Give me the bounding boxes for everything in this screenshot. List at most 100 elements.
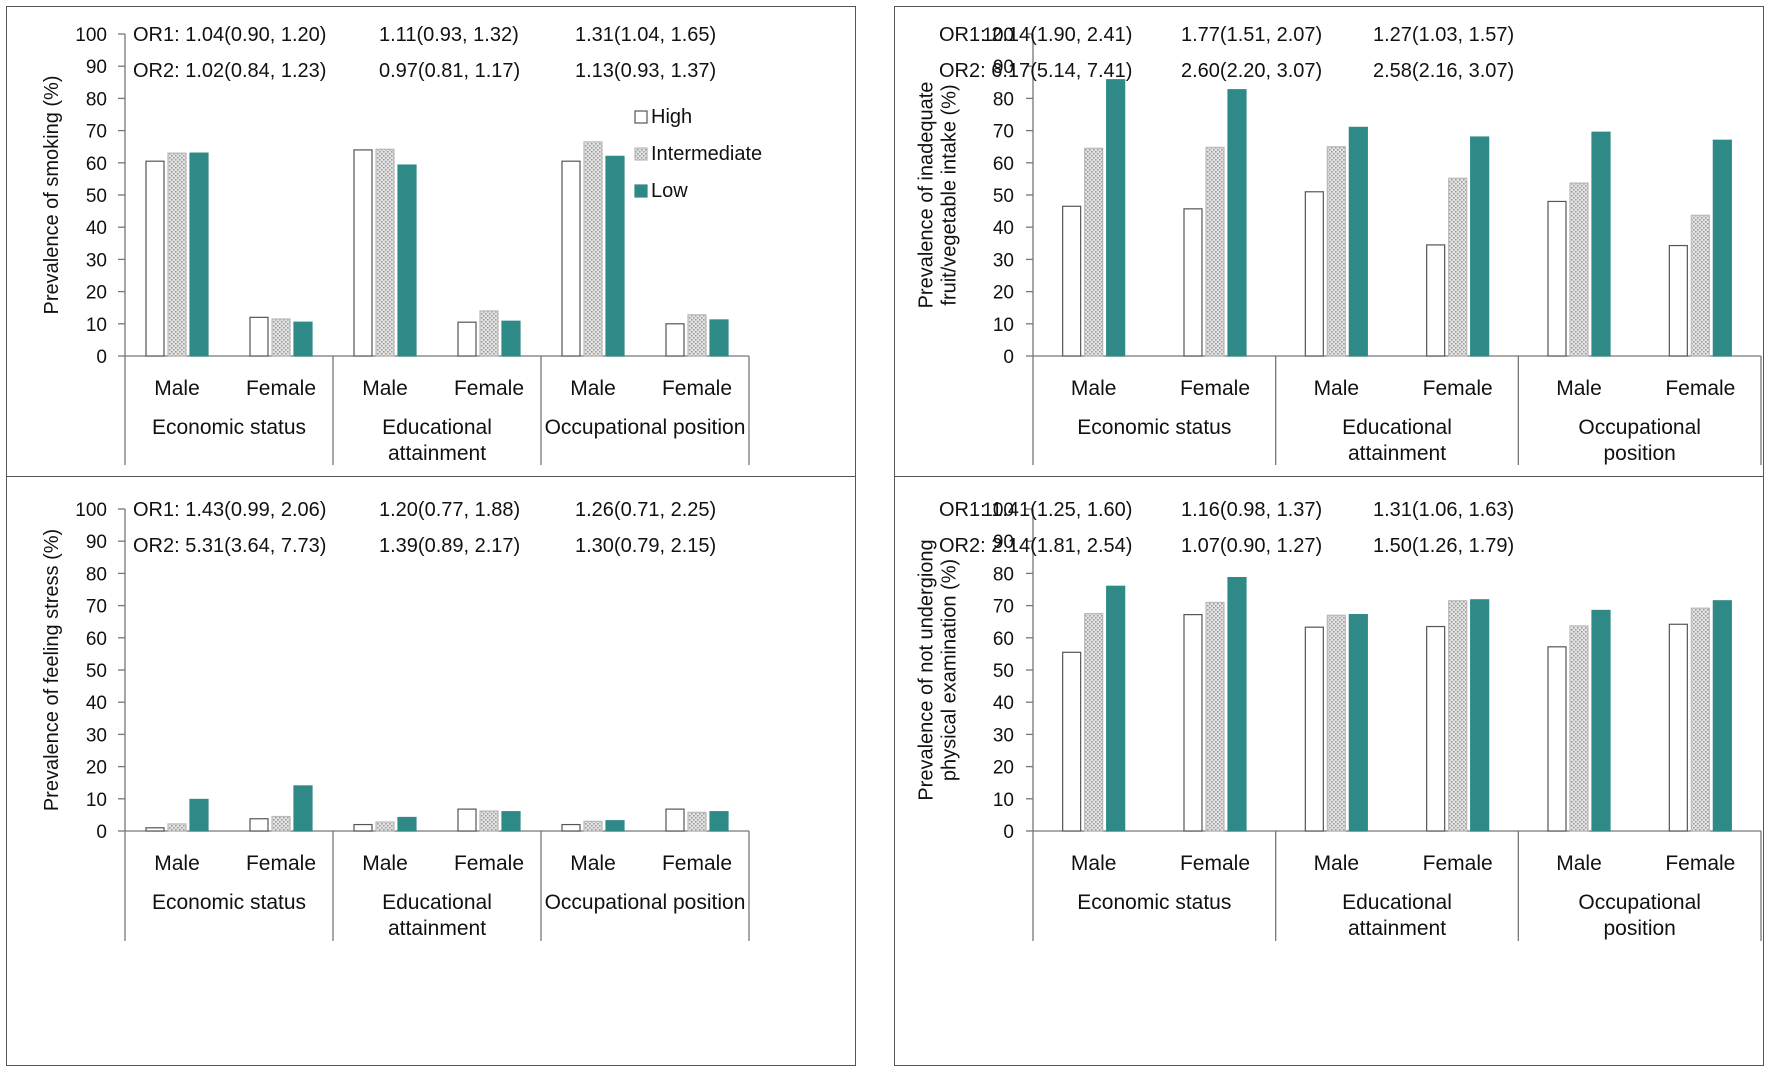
bar-low-male xyxy=(605,155,625,357)
category-label: Male xyxy=(362,377,408,400)
bar-intermediate-male xyxy=(1326,146,1346,357)
y-tick-label: 30 xyxy=(86,250,107,271)
category-label: Female xyxy=(1423,852,1493,875)
chart-panel-stress: 0 10 20 30 40 50 60 70 80 90 100 Prevalence of feel… xyxy=(6,476,856,1066)
category-label: Male xyxy=(1556,852,1602,875)
fruit-vegetable-intake-chart: 0 10 20 30 40 50 60 70 80 90 100 Prevalence of inad… xyxy=(916,24,1762,465)
bar-low-female xyxy=(501,320,521,357)
or2-annotation: 2.60(2.20, 3.07) xyxy=(1181,60,1322,82)
y-tick-label: 100 xyxy=(75,25,107,46)
group-label: Economic status xyxy=(1077,891,1231,914)
y-tick-label: 60 xyxy=(86,154,107,175)
y-axis-label: Prevalence of feeling stress (%) xyxy=(41,529,63,811)
y-tick-label: 50 xyxy=(993,661,1014,682)
y-axis-label: Prevalence of inadequate xyxy=(916,82,938,309)
bar-low-female xyxy=(709,811,729,832)
category-label: Male xyxy=(570,377,616,400)
or2-annotation: 1.30(0.79, 2.15) xyxy=(575,535,716,557)
bar-high-male xyxy=(353,823,373,832)
bar-low-male xyxy=(397,164,417,357)
or1-annotation: OR1: 1.41(1.25, 1.60) xyxy=(939,499,1132,521)
group-label: Occupational xyxy=(1578,891,1701,914)
y-tick-label: 20 xyxy=(86,758,107,779)
category-label: Female xyxy=(662,377,732,400)
y-tick-label: 30 xyxy=(993,725,1014,746)
legend-swatch-high xyxy=(634,110,648,124)
bar-low-male xyxy=(1348,126,1368,357)
bar-intermediate-female xyxy=(1205,601,1225,832)
bar-intermediate-female xyxy=(1448,177,1468,357)
y-tick-label: 30 xyxy=(86,725,107,746)
group-label: position xyxy=(1603,442,1675,465)
bar-low-male xyxy=(605,820,625,832)
y-tick-label: 10 xyxy=(86,315,107,336)
y-tick-label: 100 xyxy=(982,25,1014,46)
bar-intermediate-female xyxy=(479,310,499,357)
chart-panel-smoking: 0 10 20 30 40 50 60 70 80 90 100 Prevalence of smok… xyxy=(6,6,856,530)
y-tick-label: 90 xyxy=(86,532,107,553)
bar-low-female xyxy=(293,321,313,357)
bar-intermediate-male xyxy=(1569,625,1589,832)
y-tick-label: 70 xyxy=(86,597,107,618)
y-tick-label: 40 xyxy=(993,218,1014,239)
bar-low-female xyxy=(501,811,521,832)
bar-high-male xyxy=(1304,191,1324,357)
bar-intermediate-female xyxy=(687,314,707,357)
bar-low-female xyxy=(709,319,729,357)
group-label: attainment xyxy=(1348,442,1446,465)
legend-swatch-intermediate xyxy=(634,147,648,161)
y-tick-label: 0 xyxy=(1003,822,1014,843)
bar-low-female xyxy=(1470,599,1490,832)
bar-intermediate-female xyxy=(687,811,707,832)
bar-high-female xyxy=(1183,208,1203,357)
bar-high-male xyxy=(1304,626,1324,832)
y-tick-label: 20 xyxy=(993,758,1014,779)
category-label: Female xyxy=(1423,377,1493,400)
legend-label-low: Low xyxy=(651,180,688,202)
group-label: Economic status xyxy=(1077,416,1231,439)
y-tick-label: 0 xyxy=(96,347,107,368)
or1-annotation: OR1: 1.04(0.90, 1.20) xyxy=(133,24,326,46)
category-label: Male xyxy=(154,377,200,400)
y-tick-label: 80 xyxy=(86,564,107,585)
bar-intermediate-female xyxy=(1690,607,1710,832)
bar-low-male xyxy=(397,816,417,832)
category-label: Male xyxy=(570,852,616,875)
category-label: Male xyxy=(362,852,408,875)
or1-annotation: OR1: 1.43(0.99, 2.06) xyxy=(133,499,326,521)
bar-high-female xyxy=(457,321,477,357)
legend-label-intermediate: Intermediate xyxy=(651,143,762,165)
y-tick-label: 40 xyxy=(86,218,107,239)
category-label: Female xyxy=(1180,377,1250,400)
y-tick-label: 20 xyxy=(86,283,107,304)
or1-annotation: 1.31(1.06, 1.63) xyxy=(1373,499,1514,521)
y-tick-label: 50 xyxy=(86,186,107,207)
or1-annotation: OR1: 2.14(1.90, 2.41) xyxy=(939,24,1132,46)
y-tick-label: 90 xyxy=(86,57,107,78)
bar-intermediate-female xyxy=(1448,600,1468,832)
bar-low-female xyxy=(1712,600,1732,832)
group-label: Educational xyxy=(1342,891,1452,914)
y-tick-label: 90 xyxy=(993,532,1014,553)
feeling-stress-chart: 0 10 20 30 40 50 60 70 80 90 100 Prevalence of feel… xyxy=(41,499,750,941)
or2-annotation: 2.58(2.16, 3.07) xyxy=(1373,60,1514,82)
bar-intermediate-male xyxy=(167,823,187,832)
category-label: Female xyxy=(1665,377,1735,400)
bar-low-male xyxy=(1348,614,1368,832)
bar-low-male xyxy=(189,798,209,832)
category-label: Female xyxy=(454,852,524,875)
bar-high-female xyxy=(1668,244,1688,357)
or2-annotation: OR2: 5.31(3.64, 7.73) xyxy=(133,535,326,557)
or1-annotation: 1.11(0.93, 1.32) xyxy=(379,24,519,46)
group-label: Economic status xyxy=(152,891,306,914)
bar-high-female xyxy=(249,818,269,832)
bar-intermediate-male xyxy=(1084,147,1104,357)
group-label: position xyxy=(1603,917,1675,940)
y-axis-label: Prevalence of not undergiong xyxy=(916,539,938,800)
y-tick-label: 80 xyxy=(993,564,1014,585)
y-axis-label: fruit/vegetable intake (%) xyxy=(939,84,961,305)
group-label: Occupational position xyxy=(545,416,746,439)
bar-low-female xyxy=(1712,139,1732,357)
bar-high-female xyxy=(1426,244,1446,357)
legend-label-high: High xyxy=(651,106,692,128)
